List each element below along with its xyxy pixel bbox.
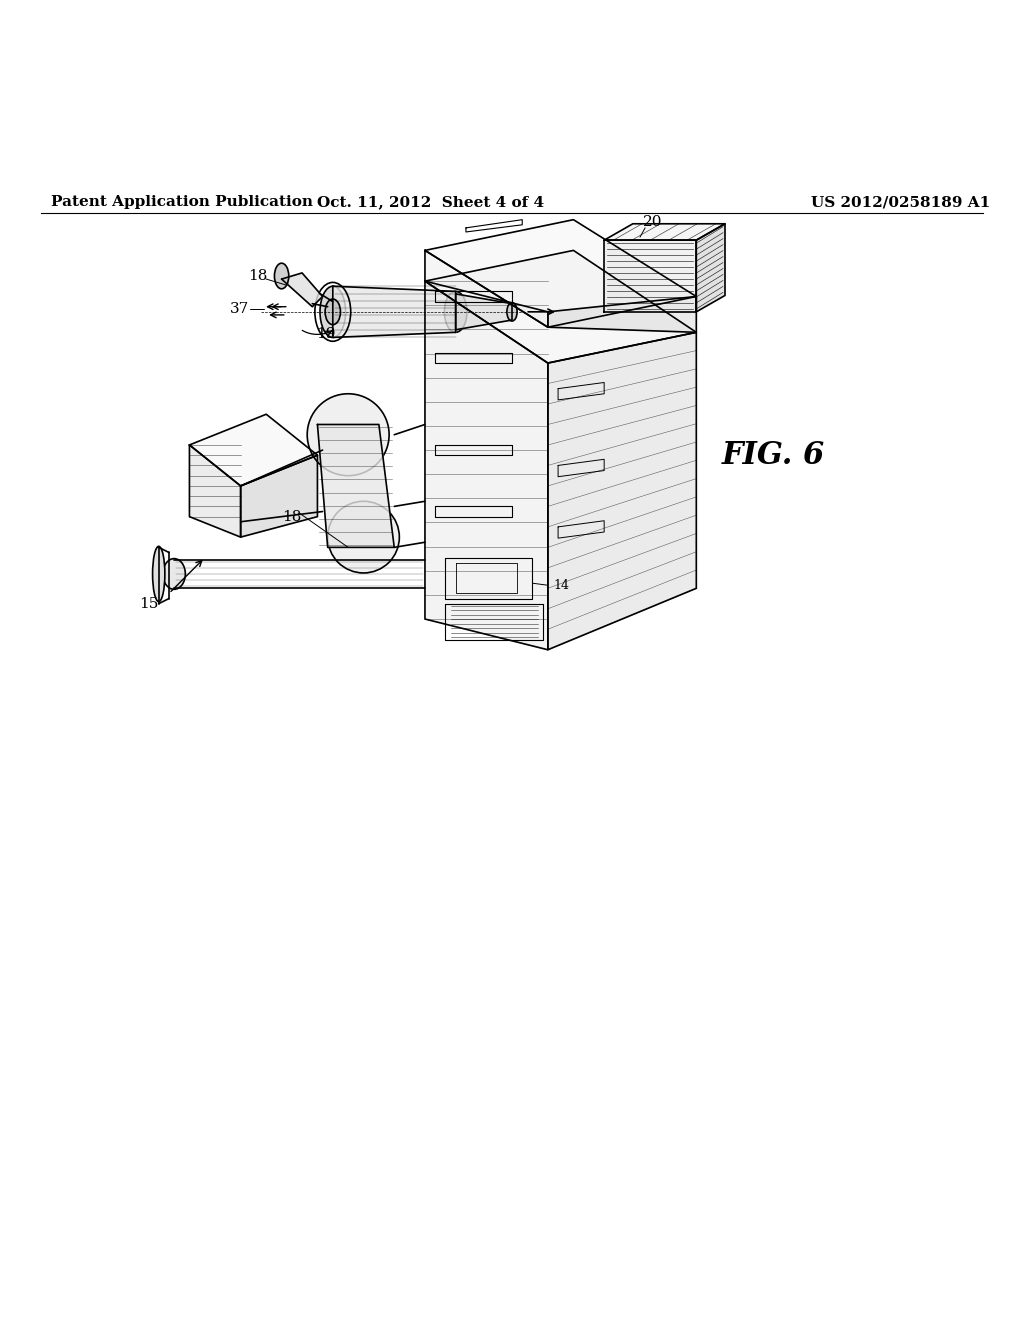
- Ellipse shape: [274, 263, 289, 289]
- Polygon shape: [604, 224, 725, 240]
- Ellipse shape: [507, 302, 517, 321]
- Text: Oct. 11, 2012  Sheet 4 of 4: Oct. 11, 2012 Sheet 4 of 4: [316, 195, 544, 210]
- Text: US 2012/0258189 A1: US 2012/0258189 A1: [811, 195, 991, 210]
- Polygon shape: [189, 445, 241, 537]
- Polygon shape: [425, 251, 696, 363]
- Polygon shape: [282, 273, 323, 306]
- Text: 18: 18: [283, 510, 301, 524]
- Polygon shape: [241, 455, 317, 537]
- Ellipse shape: [326, 300, 340, 325]
- Circle shape: [307, 393, 389, 475]
- Text: Patent Application Publication: Patent Application Publication: [51, 195, 313, 210]
- Circle shape: [328, 502, 399, 573]
- Text: 37: 37: [230, 302, 249, 315]
- Polygon shape: [425, 251, 548, 327]
- Polygon shape: [456, 294, 512, 330]
- Polygon shape: [548, 297, 696, 333]
- Polygon shape: [425, 281, 548, 649]
- Polygon shape: [333, 286, 456, 338]
- Text: FIG. 6: FIG. 6: [722, 440, 824, 471]
- Ellipse shape: [163, 558, 185, 589]
- Text: 15: 15: [139, 597, 158, 611]
- Text: 14: 14: [553, 578, 569, 591]
- Polygon shape: [604, 240, 696, 312]
- Polygon shape: [696, 224, 725, 312]
- Polygon shape: [189, 414, 317, 486]
- Polygon shape: [548, 333, 696, 649]
- Ellipse shape: [444, 292, 467, 333]
- Polygon shape: [425, 219, 696, 327]
- Ellipse shape: [153, 546, 165, 602]
- Text: 20: 20: [642, 215, 663, 228]
- Polygon shape: [317, 425, 394, 548]
- Text: 18: 18: [249, 269, 267, 282]
- Text: 19: 19: [315, 327, 336, 342]
- Ellipse shape: [319, 286, 346, 338]
